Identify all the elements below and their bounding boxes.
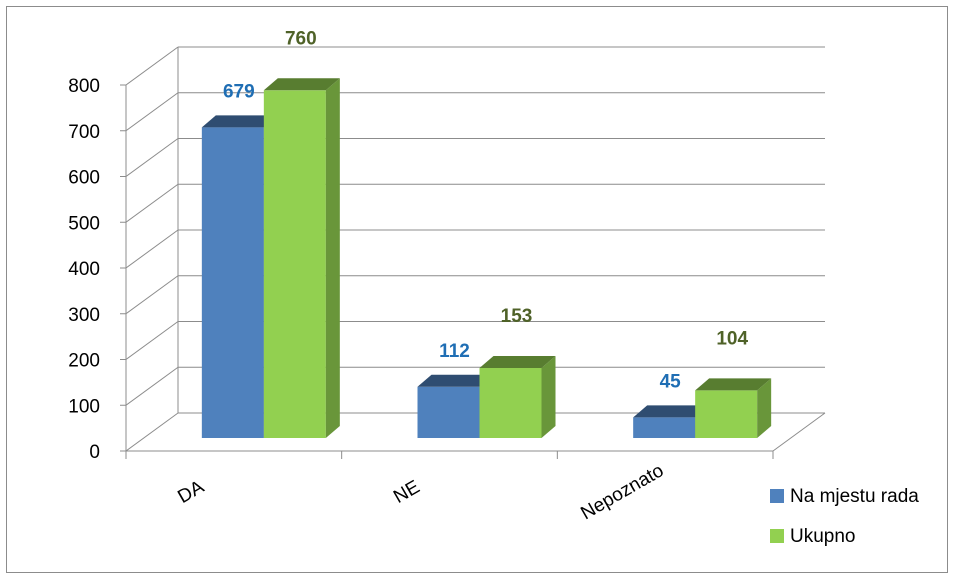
data-label: 760 <box>285 28 317 49</box>
legend: Na mjestu rada Ukupno <box>770 486 919 547</box>
grid-diagonal <box>125 321 179 360</box>
y-tick-label: 200 <box>68 351 100 372</box>
bar <box>417 386 480 438</box>
bar-top <box>633 405 710 418</box>
x-tick-label: NE <box>390 477 423 508</box>
y-tick-label: 500 <box>68 213 100 234</box>
data-label: 104 <box>716 328 748 349</box>
grid-diagonal <box>125 366 179 406</box>
bar-top <box>201 115 278 128</box>
y-tick-label: 300 <box>68 305 100 326</box>
data-label: 45 <box>660 371 682 392</box>
grid-diagonal <box>125 275 179 315</box>
bar <box>201 127 264 439</box>
grid-diagonal <box>125 229 179 269</box>
bar-top <box>479 356 556 369</box>
x-tick-label: Nepoznato <box>577 460 667 524</box>
y-tick-label: 0 <box>89 442 100 463</box>
y-tick-label: 800 <box>68 76 100 97</box>
y-tick-label: 400 <box>68 259 100 280</box>
bar-side <box>757 378 772 438</box>
bar-top <box>417 374 494 387</box>
grid-diagonal <box>125 183 179 223</box>
grid-diagonal <box>125 138 179 177</box>
legend-swatch <box>770 529 784 543</box>
y-tick-label: 700 <box>68 122 100 143</box>
legend-label: Na mjestu rada <box>790 486 919 507</box>
bar-side <box>541 356 556 438</box>
data-label: 153 <box>501 306 533 327</box>
bar <box>479 368 542 438</box>
data-label: 679 <box>223 81 255 102</box>
grid-diagonal <box>125 412 179 452</box>
bar-layer <box>201 78 772 439</box>
grid-diagonal <box>125 92 179 132</box>
data-label: 112 <box>439 341 470 362</box>
chart-frame <box>6 6 948 573</box>
label-layer: 679 760 112 153 45 104 <box>223 28 748 392</box>
y-tick-label: 600 <box>68 168 100 189</box>
bar-top <box>695 378 772 391</box>
legend-label: Ukupno <box>790 526 856 547</box>
bar <box>633 417 696 438</box>
bar-top <box>263 78 340 91</box>
legend-swatch <box>770 489 784 503</box>
bar <box>695 390 758 438</box>
grid-diagonal <box>125 46 179 86</box>
x-tick-label: DA <box>174 476 208 508</box>
y-tick-label: 100 <box>68 396 100 417</box>
bar-side <box>325 78 340 439</box>
bar <box>263 90 326 439</box>
axis-layer: 0 100 200 300 400 500 600 700 800 DA NE Nepoznato <box>68 76 774 524</box>
floor-edge <box>772 412 826 452</box>
